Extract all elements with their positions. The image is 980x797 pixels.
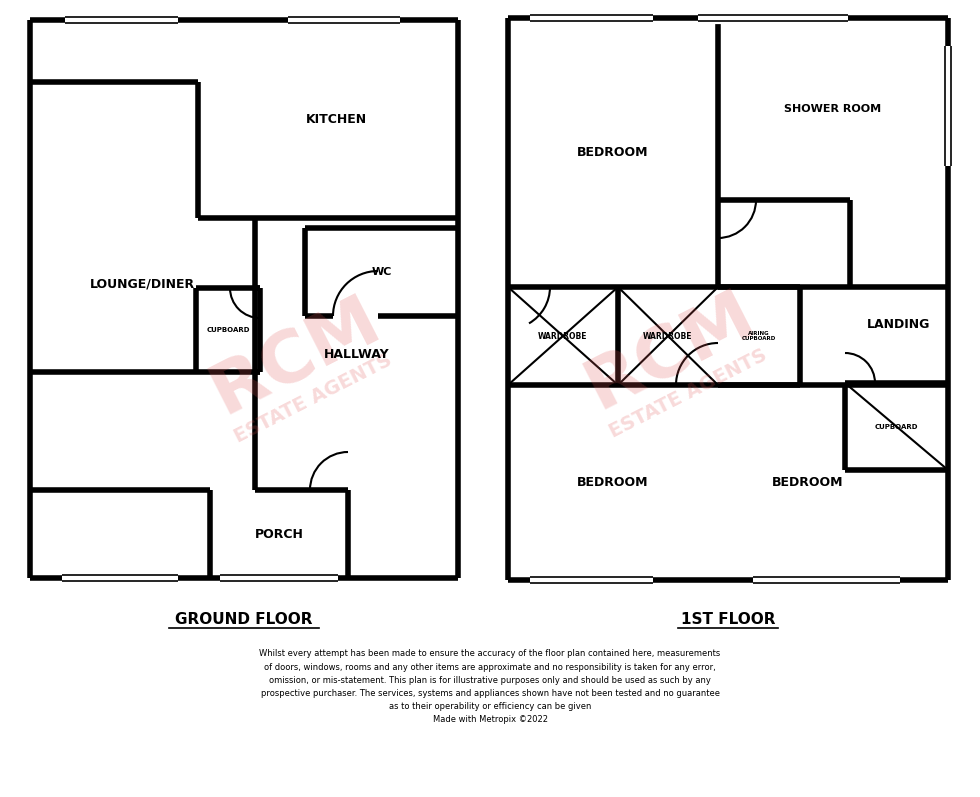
Text: GROUND FLOOR: GROUND FLOOR — [175, 611, 313, 626]
Text: KITCHEN: KITCHEN — [306, 112, 367, 125]
Text: Whilst every attempt has been made to ensure the accuracy of the floor plan cont: Whilst every attempt has been made to en… — [260, 650, 720, 724]
Text: RCM: RCM — [574, 281, 766, 424]
Text: WARDROBE: WARDROBE — [643, 332, 693, 340]
Text: AIRING
CUPBOARD: AIRING CUPBOARD — [742, 331, 776, 341]
Text: PORCH: PORCH — [255, 528, 304, 540]
Text: BEDROOM: BEDROOM — [577, 476, 649, 489]
Text: ESTATE AGENTS: ESTATE AGENTS — [231, 351, 395, 447]
Text: ESTATE AGENTS: ESTATE AGENTS — [606, 346, 770, 442]
Text: LANDING: LANDING — [867, 317, 931, 331]
Text: CUPBOARD: CUPBOARD — [875, 423, 918, 430]
Text: WC: WC — [371, 267, 392, 277]
Text: RCM: RCM — [199, 285, 391, 429]
Text: HALLWAY: HALLWAY — [323, 347, 389, 360]
Text: BEDROOM: BEDROOM — [577, 146, 649, 159]
Text: WARDROBE: WARDROBE — [538, 332, 588, 340]
Text: 1ST FLOOR: 1ST FLOOR — [681, 611, 775, 626]
Text: SHOWER ROOM: SHOWER ROOM — [784, 104, 882, 114]
Text: CUPBOARD: CUPBOARD — [206, 327, 250, 333]
Text: LOUNGE/DINER: LOUNGE/DINER — [90, 277, 195, 290]
Text: BEDROOM: BEDROOM — [772, 476, 844, 489]
